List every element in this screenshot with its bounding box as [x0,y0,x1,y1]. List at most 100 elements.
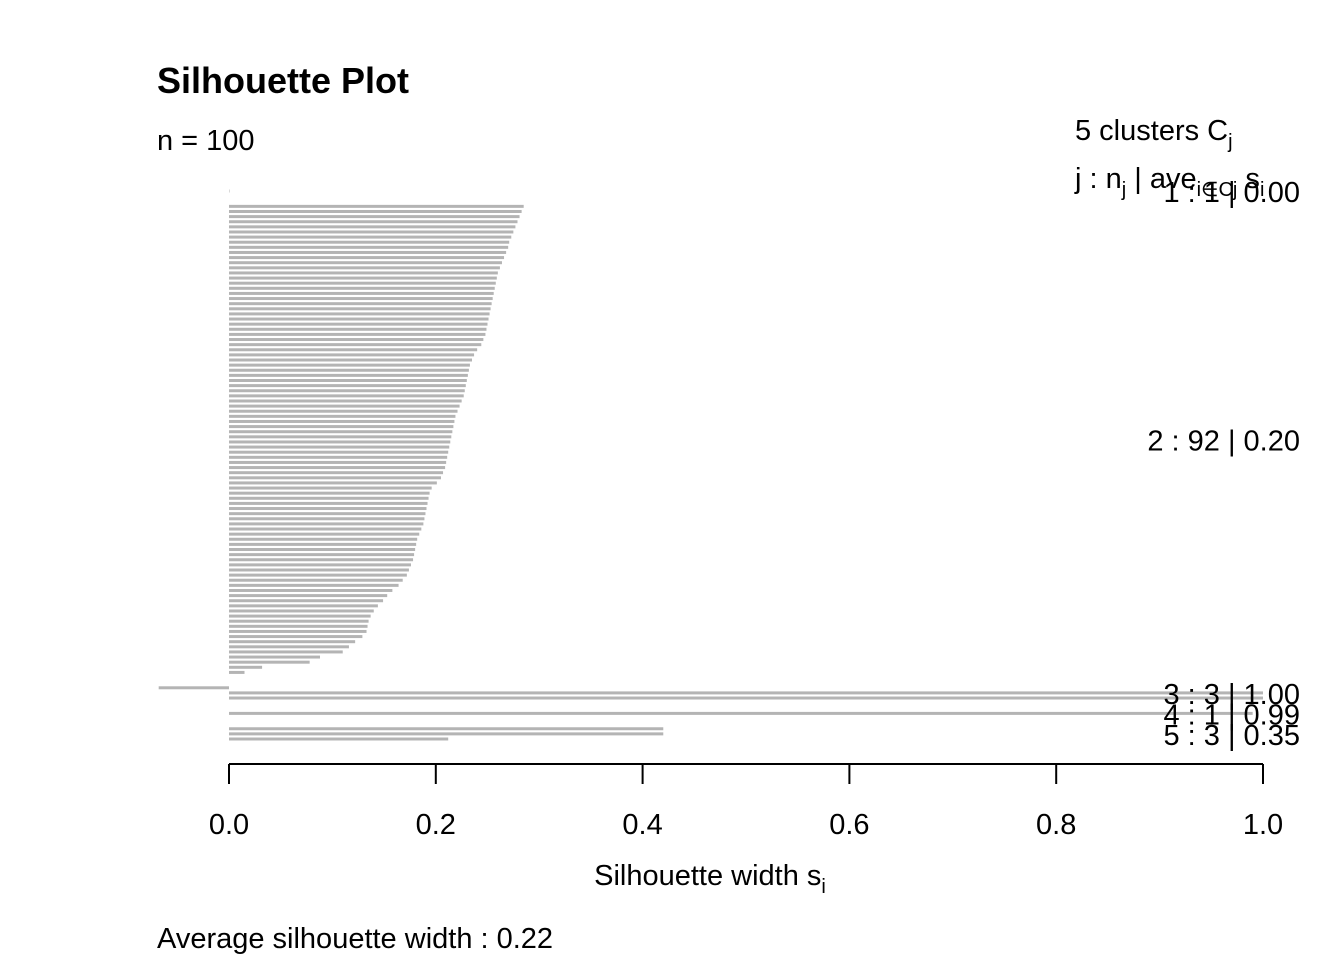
silhouette-bar-c2-77 [229,594,388,598]
x-axis: 0.0 0.2 0.4 0.6 0.8 1.0 [209,763,1283,841]
silhouette-bar-c1-1 [229,189,230,193]
chart-title: Silhouette Plot [157,60,409,101]
silhouette-bar-c2-44 [229,425,454,429]
chart-subtitle: n = 100 [157,125,255,157]
silhouette-bar-c2-56 [229,486,432,490]
silhouette-bar-c2-74 [229,578,403,582]
silhouette-bar-c4-1 [229,711,1253,715]
bars-group [158,189,1263,741]
silhouette-bar-c2-24 [229,322,488,326]
silhouette-bar-c2-70 [229,558,414,562]
silhouette-bar-c5-3 [229,737,449,741]
silhouette-bar-c2-88 [229,650,343,654]
silhouette-bar-c2-34 [229,373,468,377]
silhouette-bar-c2-36 [229,384,466,388]
silhouette-bar-c2-81 [229,614,371,618]
silhouette-bar-c2-92 [229,670,245,674]
silhouette-bar-c2-17 [229,286,495,290]
cluster-label-4: 4 : 1 | 0.99 [1163,699,1300,731]
silhouette-bar-c2-49 [229,450,449,454]
silhouette-bar-c2-2 [229,209,522,213]
silhouette-bar-c2-4 [229,220,518,224]
silhouette-bar-c2-18 [229,291,494,295]
silhouette-bar-c2-42 [229,414,456,418]
silhouette-bar-c2-29 [229,348,478,352]
silhouette-bar-c2-73 [229,573,407,577]
silhouette-bar-c2-67 [229,542,417,546]
silhouette-bar-c2-8 [229,240,510,244]
silhouette-bar-c2-48 [229,445,450,449]
footer-average: Average silhouette width : 0.22 [157,923,553,955]
silhouette-bar-c2-10 [229,250,507,254]
silhouette-bar-c2-80 [229,609,374,613]
silhouette-bar-c2-23 [229,317,489,321]
x-tick-label-3: 0.6 [829,809,869,841]
x-tick-label-2: 0.4 [622,809,662,841]
silhouette-bar-c3-3 [229,696,1263,700]
silhouette-bar-c2-31 [229,358,472,362]
silhouette-bar-c2-83 [229,624,368,628]
silhouette-bar-c2-5 [229,225,516,229]
silhouette-bar-c2-16 [229,281,496,285]
silhouette-bar-c2-65 [229,532,420,536]
silhouette-bar-c2-41 [229,409,458,413]
silhouette-bar-c2-3 [229,215,520,219]
silhouette-bar-c2-9 [229,245,509,249]
silhouette-bar-c2-25 [229,327,487,331]
silhouette-bar-c2-61 [229,512,426,516]
silhouette-bar-c2-39 [229,399,462,403]
silhouette-bar-c2-64 [229,527,422,531]
silhouette-bar-c2-71 [229,563,411,567]
cluster-label-3: 3 : 3 | 1.00 [1163,679,1300,711]
x-tick-label-0: 0.0 [209,809,249,841]
silhouette-bar-c2-12 [229,261,502,265]
silhouette-bar-c2-46 [229,435,452,439]
silhouette-bar-c2-85 [229,635,363,639]
silhouette-bar-c5-1 [229,727,664,731]
silhouette-bar-c2-54 [229,476,441,480]
silhouette-bar-c2-66 [229,537,418,541]
silhouette-bar-c2-63 [229,522,424,526]
silhouette-bar-c3-1 [158,686,229,690]
silhouette-bar-c5-2 [229,732,664,736]
silhouette-bar-c2-62 [229,517,425,521]
silhouette-bar-c2-55 [229,481,437,485]
silhouette-bar-c2-11 [229,256,505,260]
silhouette-bar-c2-28 [229,343,482,347]
silhouette-bar-c2-6 [229,230,514,234]
silhouette-bar-c2-19 [229,297,493,301]
silhouette-bar-c2-59 [229,501,428,505]
silhouette-bar-c2-84 [229,629,367,633]
cluster-label-1: 1 : 1 | 0.00 [1163,177,1300,209]
silhouette-bar-c2-32 [229,363,470,367]
silhouette-bar-c2-51 [229,460,447,464]
silhouette-bar-c2-40 [229,404,460,408]
x-ticks-group: 0.0 0.2 0.4 0.6 0.8 1.0 [209,764,1283,841]
silhouette-bar-c2-89 [229,655,320,659]
silhouette-bar-c2-91 [229,665,263,669]
silhouette-bar-c2-53 [229,471,444,475]
cluster-labels-group: 1 : 1 | 0.00 2 : 92 | 0.20 3 : 3 | 1.004 :… [1147,177,1300,752]
silhouette-bar-c2-78 [229,599,384,603]
silhouette-bar-c2-45 [229,430,453,434]
cluster-label-2: 2 : 92 | 0.20 [1147,425,1300,457]
silhouette-bar-c2-37 [229,389,465,393]
silhouette-bar-c2-58 [229,496,429,500]
silhouette-bar-c2-20 [229,302,492,306]
silhouette-bar-c2-13 [229,266,500,270]
silhouette-bar-c2-76 [229,588,393,592]
silhouette-bar-c2-35 [229,378,467,382]
silhouette-bar-c2-27 [229,338,484,342]
silhouette-bar-c2-47 [229,440,451,444]
silhouette-bar-c3-2 [229,691,1263,695]
silhouette-bar-c2-50 [229,455,448,459]
silhouette-bar-c2-33 [229,368,469,372]
silhouette-bar-c2-90 [229,660,310,664]
x-tick-label-5: 1.0 [1243,809,1283,841]
silhouette-bar-c2-69 [229,553,415,557]
silhouette-bar-c2-86 [229,640,356,644]
cluster-label-5: 5 : 3 | 0.35 [1163,720,1300,752]
legend-header-line1: 5 clusters Cj [1075,115,1233,153]
silhouette-bar-c2-82 [229,619,369,623]
